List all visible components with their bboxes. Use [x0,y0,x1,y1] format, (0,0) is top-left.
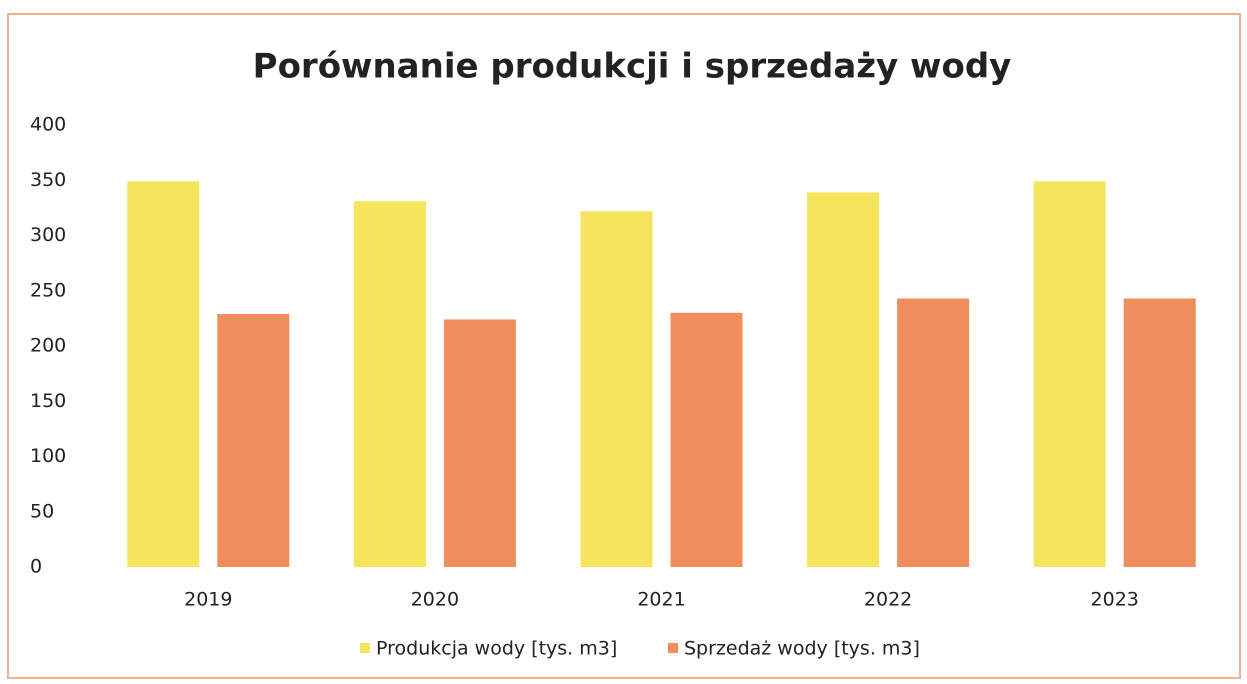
y-tick-label: 100 [30,445,66,467]
bar [580,211,653,567]
x-tick-label: 2021 [637,589,685,611]
bar [670,312,743,567]
x-tick-label: 2022 [864,589,912,611]
bar [353,201,426,567]
y-tick-label: 250 [30,279,66,301]
bar [443,319,516,567]
y-tick-label: 0 [30,556,42,578]
legend-label: Sprzedaż wody [tys. m3] [684,638,920,660]
y-tick-label: 50 [30,500,54,522]
legend-swatch [668,643,678,653]
legend-swatch [360,643,370,653]
bar [807,192,880,567]
y-tick-label: 400 [30,114,66,136]
bar [1033,181,1106,568]
bar [1123,298,1196,567]
y-tick-label: 150 [30,390,66,412]
y-tick-label: 200 [30,335,66,357]
legend-label: Produkcja wody [tys. m3] [376,638,617,660]
bar [127,181,200,568]
y-tick-label: 350 [30,169,66,191]
x-tick-label: 2020 [411,589,459,611]
y-tick-label: 300 [30,224,66,246]
x-tick-label: 2019 [184,589,232,611]
x-tick-label: 2023 [1091,589,1139,611]
bar [897,298,970,567]
chart-title: Porównanie produkcji i sprzedaży wody [253,47,1012,87]
bar [217,313,290,567]
